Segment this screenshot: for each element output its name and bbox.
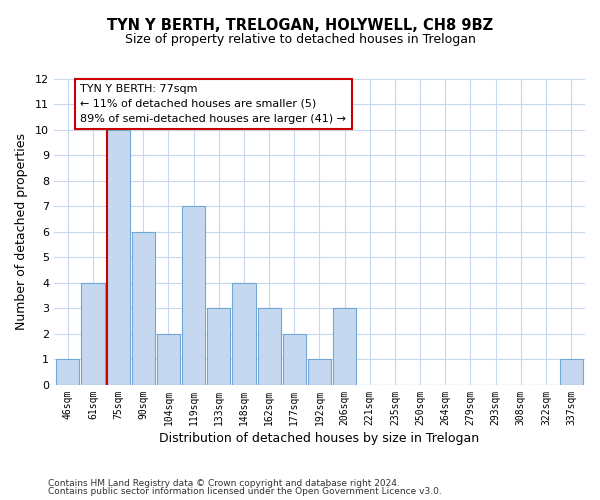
Bar (56, 360, 79, 385)
Bar (560, 360, 583, 385)
Bar (333, 308, 356, 385)
Bar (207, 308, 230, 385)
Bar (82, 283, 104, 385)
Bar (257, 308, 281, 385)
Y-axis label: Number of detached properties: Number of detached properties (15, 134, 28, 330)
Text: Size of property relative to detached houses in Trelogan: Size of property relative to detached ho… (125, 32, 475, 46)
Text: TYN Y BERTH, TRELOGAN, HOLYWELL, CH8 9BZ: TYN Y BERTH, TRELOGAN, HOLYWELL, CH8 9BZ (107, 18, 493, 32)
Bar (132, 232, 155, 385)
Bar (308, 360, 331, 385)
Text: Contains public sector information licensed under the Open Government Licence v3: Contains public sector information licen… (48, 487, 442, 496)
Bar (232, 283, 256, 385)
X-axis label: Distribution of detached houses by size in Trelogan: Distribution of detached houses by size … (160, 432, 479, 445)
Bar (182, 206, 205, 385)
Text: Contains HM Land Registry data © Crown copyright and database right 2024.: Contains HM Land Registry data © Crown c… (48, 478, 400, 488)
Bar (283, 334, 306, 385)
Text: TYN Y BERTH: 77sqm
← 11% of detached houses are smaller (5)
89% of semi-detached: TYN Y BERTH: 77sqm ← 11% of detached hou… (80, 84, 346, 124)
Bar (107, 130, 130, 385)
Bar (157, 334, 180, 385)
